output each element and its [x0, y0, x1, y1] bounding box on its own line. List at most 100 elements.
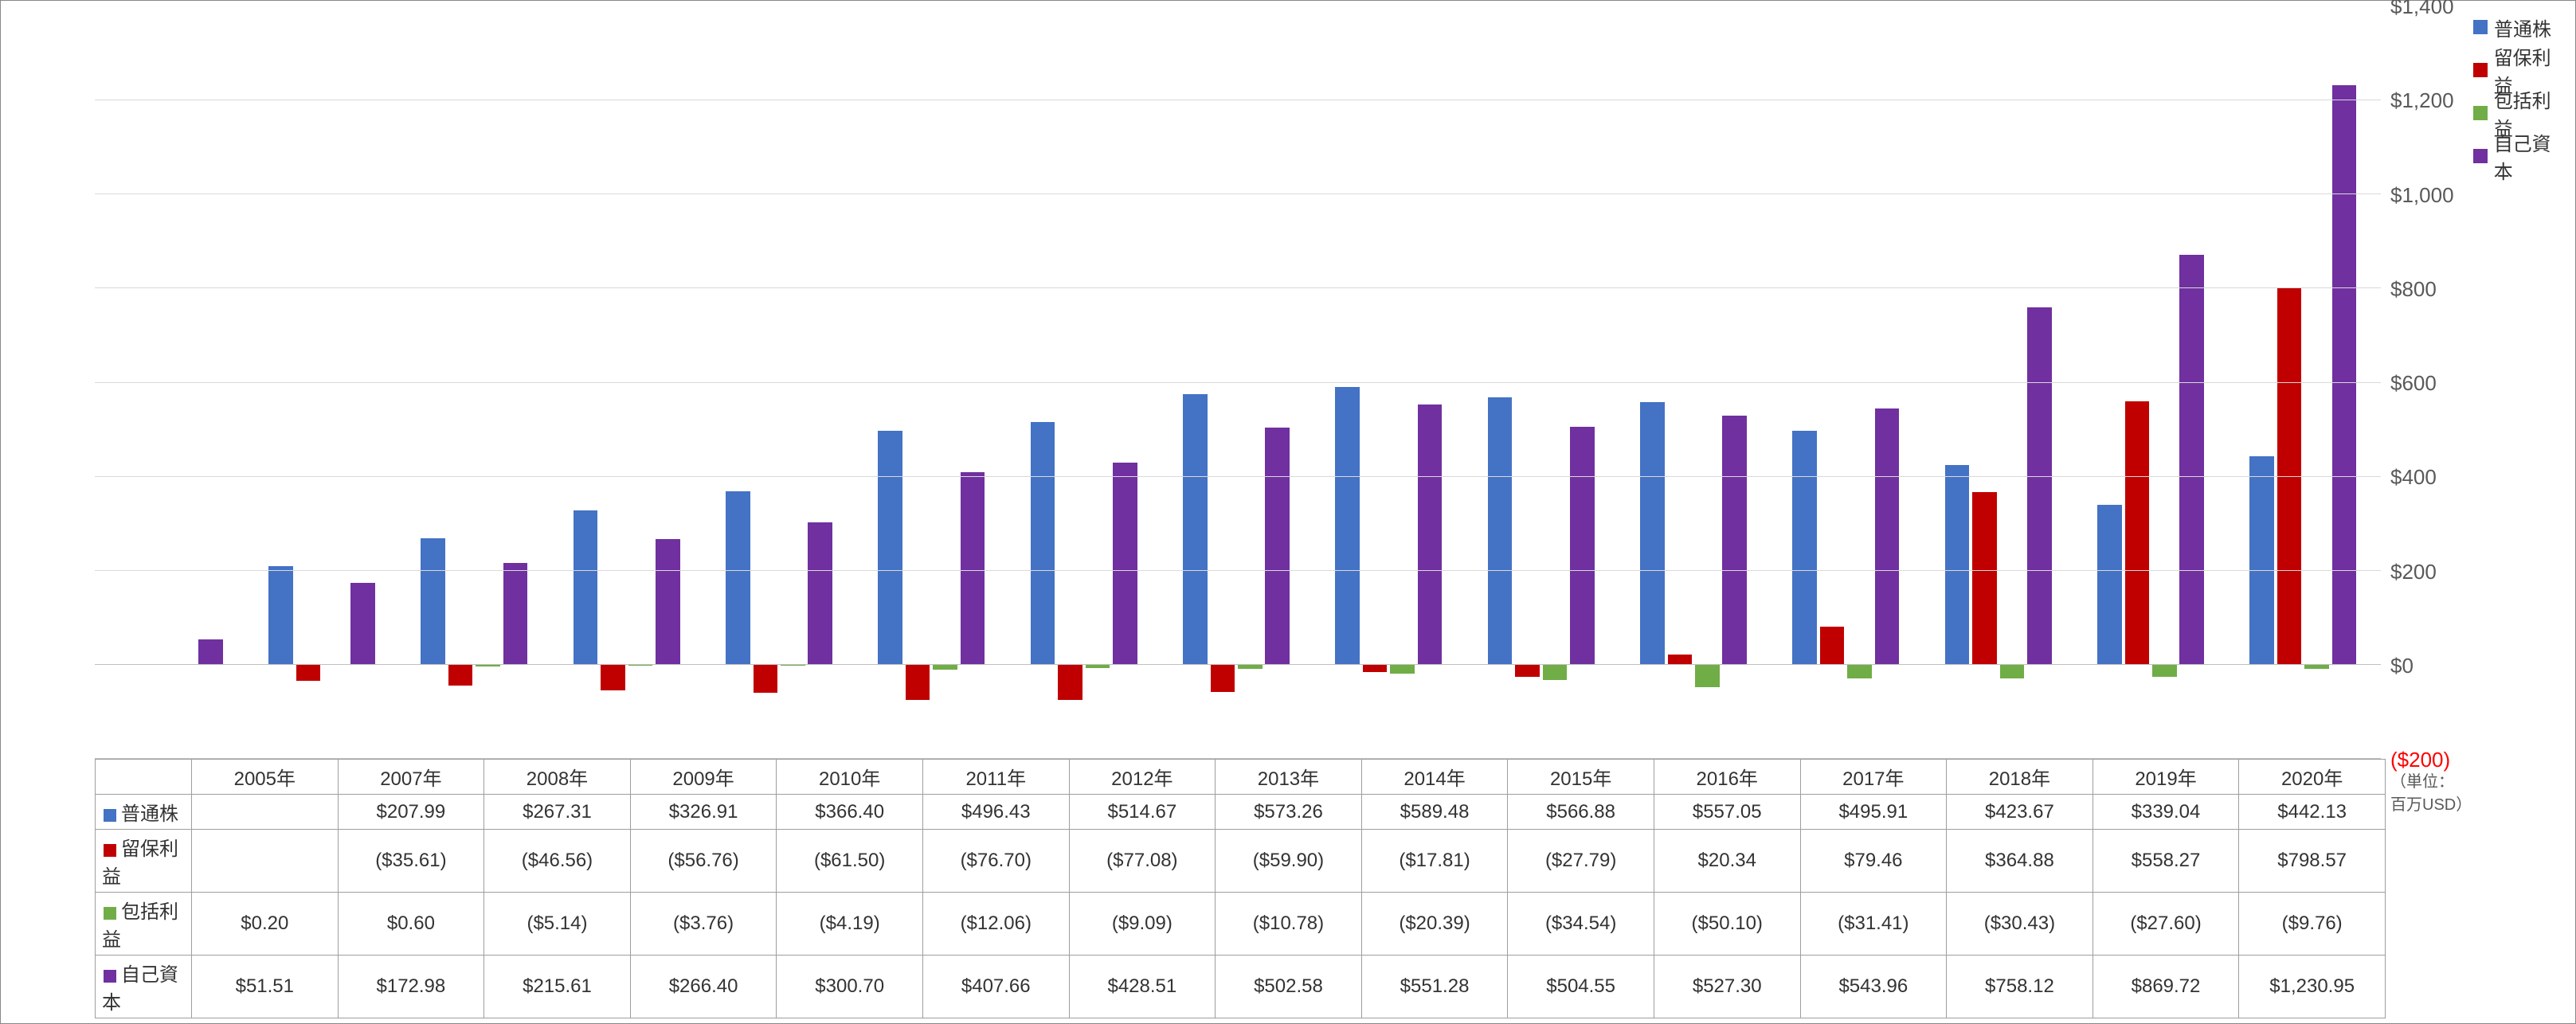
data-cell: $557.05	[1654, 795, 1800, 830]
data-cell: $589.48	[1361, 795, 1508, 830]
data-cell: ($10.78)	[1216, 893, 1362, 956]
data-cell: ($56.76)	[630, 830, 777, 893]
data-cell: ($27.79)	[1508, 830, 1654, 893]
data-cell: ($4.19)	[777, 893, 923, 956]
data-table: 2005年2007年2008年2009年2010年2011年2012年2013年…	[95, 759, 2386, 1018]
data-cell: $172.98	[338, 956, 484, 1018]
bar-retained_earnings	[296, 664, 321, 681]
data-cell: $423.67	[1947, 795, 2093, 830]
data-cell: $502.58	[1216, 956, 1362, 1018]
bar-comprehensive_income	[2000, 664, 2025, 678]
bar-retained_earnings	[754, 664, 778, 693]
data-cell: $566.88	[1508, 795, 1654, 830]
bar-retained_earnings	[1058, 664, 1082, 701]
data-cell: $79.46	[1800, 830, 1947, 893]
data-cell: $267.31	[484, 795, 631, 830]
legend-item: 自己資本	[2473, 135, 2569, 178]
gridline	[95, 476, 2381, 477]
col-header: 2013年	[1216, 760, 1362, 795]
col-header: 2020年	[2239, 760, 2386, 795]
data-cell: $869.72	[2093, 956, 2239, 1018]
bar-comprehensive_income	[1695, 664, 1720, 688]
legend-swatch	[2473, 149, 2488, 163]
bar-retained_earnings	[1515, 664, 1540, 677]
bar-retained_earnings	[1668, 655, 1693, 664]
bar-comprehensive_income	[1543, 664, 1568, 680]
bar-common_stock	[1031, 422, 1055, 664]
data-cell: $442.13	[2239, 795, 2386, 830]
data-cell: $504.55	[1508, 956, 1654, 1018]
data-cell: ($12.06)	[922, 893, 1069, 956]
data-cell	[192, 795, 339, 830]
data-cell: $366.40	[777, 795, 923, 830]
bar-retained_earnings	[1972, 492, 1997, 664]
data-cell: $326.91	[630, 795, 777, 830]
plot-area	[95, 6, 2381, 759]
data-cell: $364.88	[1947, 830, 2093, 893]
legend-right: 普通株留保利益包括利益自己資本	[2468, 6, 2569, 759]
data-cell: $339.04	[2093, 795, 2239, 830]
bar-common_stock	[2097, 505, 2122, 664]
bar-equity	[1875, 408, 1900, 664]
data-cell: ($31.41)	[1800, 893, 1947, 956]
bar-comprehensive_income	[933, 664, 957, 670]
bar-equity	[1113, 463, 1137, 664]
data-cell: $573.26	[1216, 795, 1362, 830]
bar-common_stock	[1183, 394, 1208, 664]
bar-equity	[961, 472, 985, 664]
legend-swatch	[2473, 106, 2488, 120]
bar-equity	[2332, 85, 2357, 664]
data-cell: $514.67	[1069, 795, 1216, 830]
bar-retained_earnings	[448, 664, 473, 686]
col-header: 2008年	[484, 760, 631, 795]
data-cell: $496.43	[922, 795, 1069, 830]
gridline	[95, 570, 2381, 571]
data-cell: $558.27	[2093, 830, 2239, 893]
col-header: 2017年	[1800, 760, 1947, 795]
legend-swatch	[104, 907, 116, 920]
data-cell	[192, 830, 339, 893]
y-tick: $1,000	[2390, 183, 2454, 208]
bar-equity	[1722, 416, 1747, 663]
col-header: 2010年	[777, 760, 923, 795]
data-cell: $300.70	[777, 956, 923, 1018]
col-header: 2011年	[922, 760, 1069, 795]
bar-retained_earnings	[906, 664, 930, 700]
bar-common_stock	[878, 431, 902, 664]
data-cell: $407.66	[922, 956, 1069, 1018]
bar-comprehensive_income	[2152, 664, 2177, 677]
bar-common_stock	[1335, 387, 1360, 664]
data-cell: $527.30	[1654, 956, 1800, 1018]
row-header: 包括利益	[96, 893, 192, 956]
col-header: 2015年	[1508, 760, 1654, 795]
row-header: 留保利益	[96, 830, 192, 893]
col-header: 2016年	[1654, 760, 1800, 795]
data-cell: ($27.60)	[2093, 893, 2239, 956]
legend-swatch	[2473, 20, 2488, 34]
bar-common_stock	[1488, 397, 1513, 664]
bar-comprehensive_income	[1847, 664, 1872, 679]
data-cell: $428.51	[1069, 956, 1216, 1018]
data-cell: ($76.70)	[922, 830, 1069, 893]
data-cell: $51.51	[192, 956, 339, 1018]
bar-retained_earnings	[1363, 664, 1388, 673]
y-tick: $1,200	[2390, 88, 2454, 113]
bar-equity	[1265, 428, 1290, 664]
data-cell: ($9.09)	[1069, 893, 1216, 956]
row-header: 普通株	[96, 795, 192, 830]
legend-swatch	[2473, 63, 2488, 77]
bar-common_stock	[1945, 465, 1970, 664]
y-axis: ($200)$0$200$400$600$800$1,000$1,200$1,4…	[2381, 6, 2468, 759]
data-cell: $758.12	[1947, 956, 2093, 1018]
data-cell: $0.60	[338, 893, 484, 956]
bar-equity	[808, 522, 832, 664]
bar-retained_earnings	[601, 664, 625, 691]
gridline	[95, 382, 2381, 383]
bar-equity	[656, 539, 680, 664]
unit-note: （単位：百万USD）	[2390, 768, 2468, 815]
bar-common_stock	[2249, 456, 2274, 664]
col-header: 2012年	[1069, 760, 1216, 795]
legend-label: 自己資本	[2494, 128, 2569, 184]
data-cell: ($50.10)	[1654, 893, 1800, 956]
y-tick: $0	[2390, 654, 2414, 678]
